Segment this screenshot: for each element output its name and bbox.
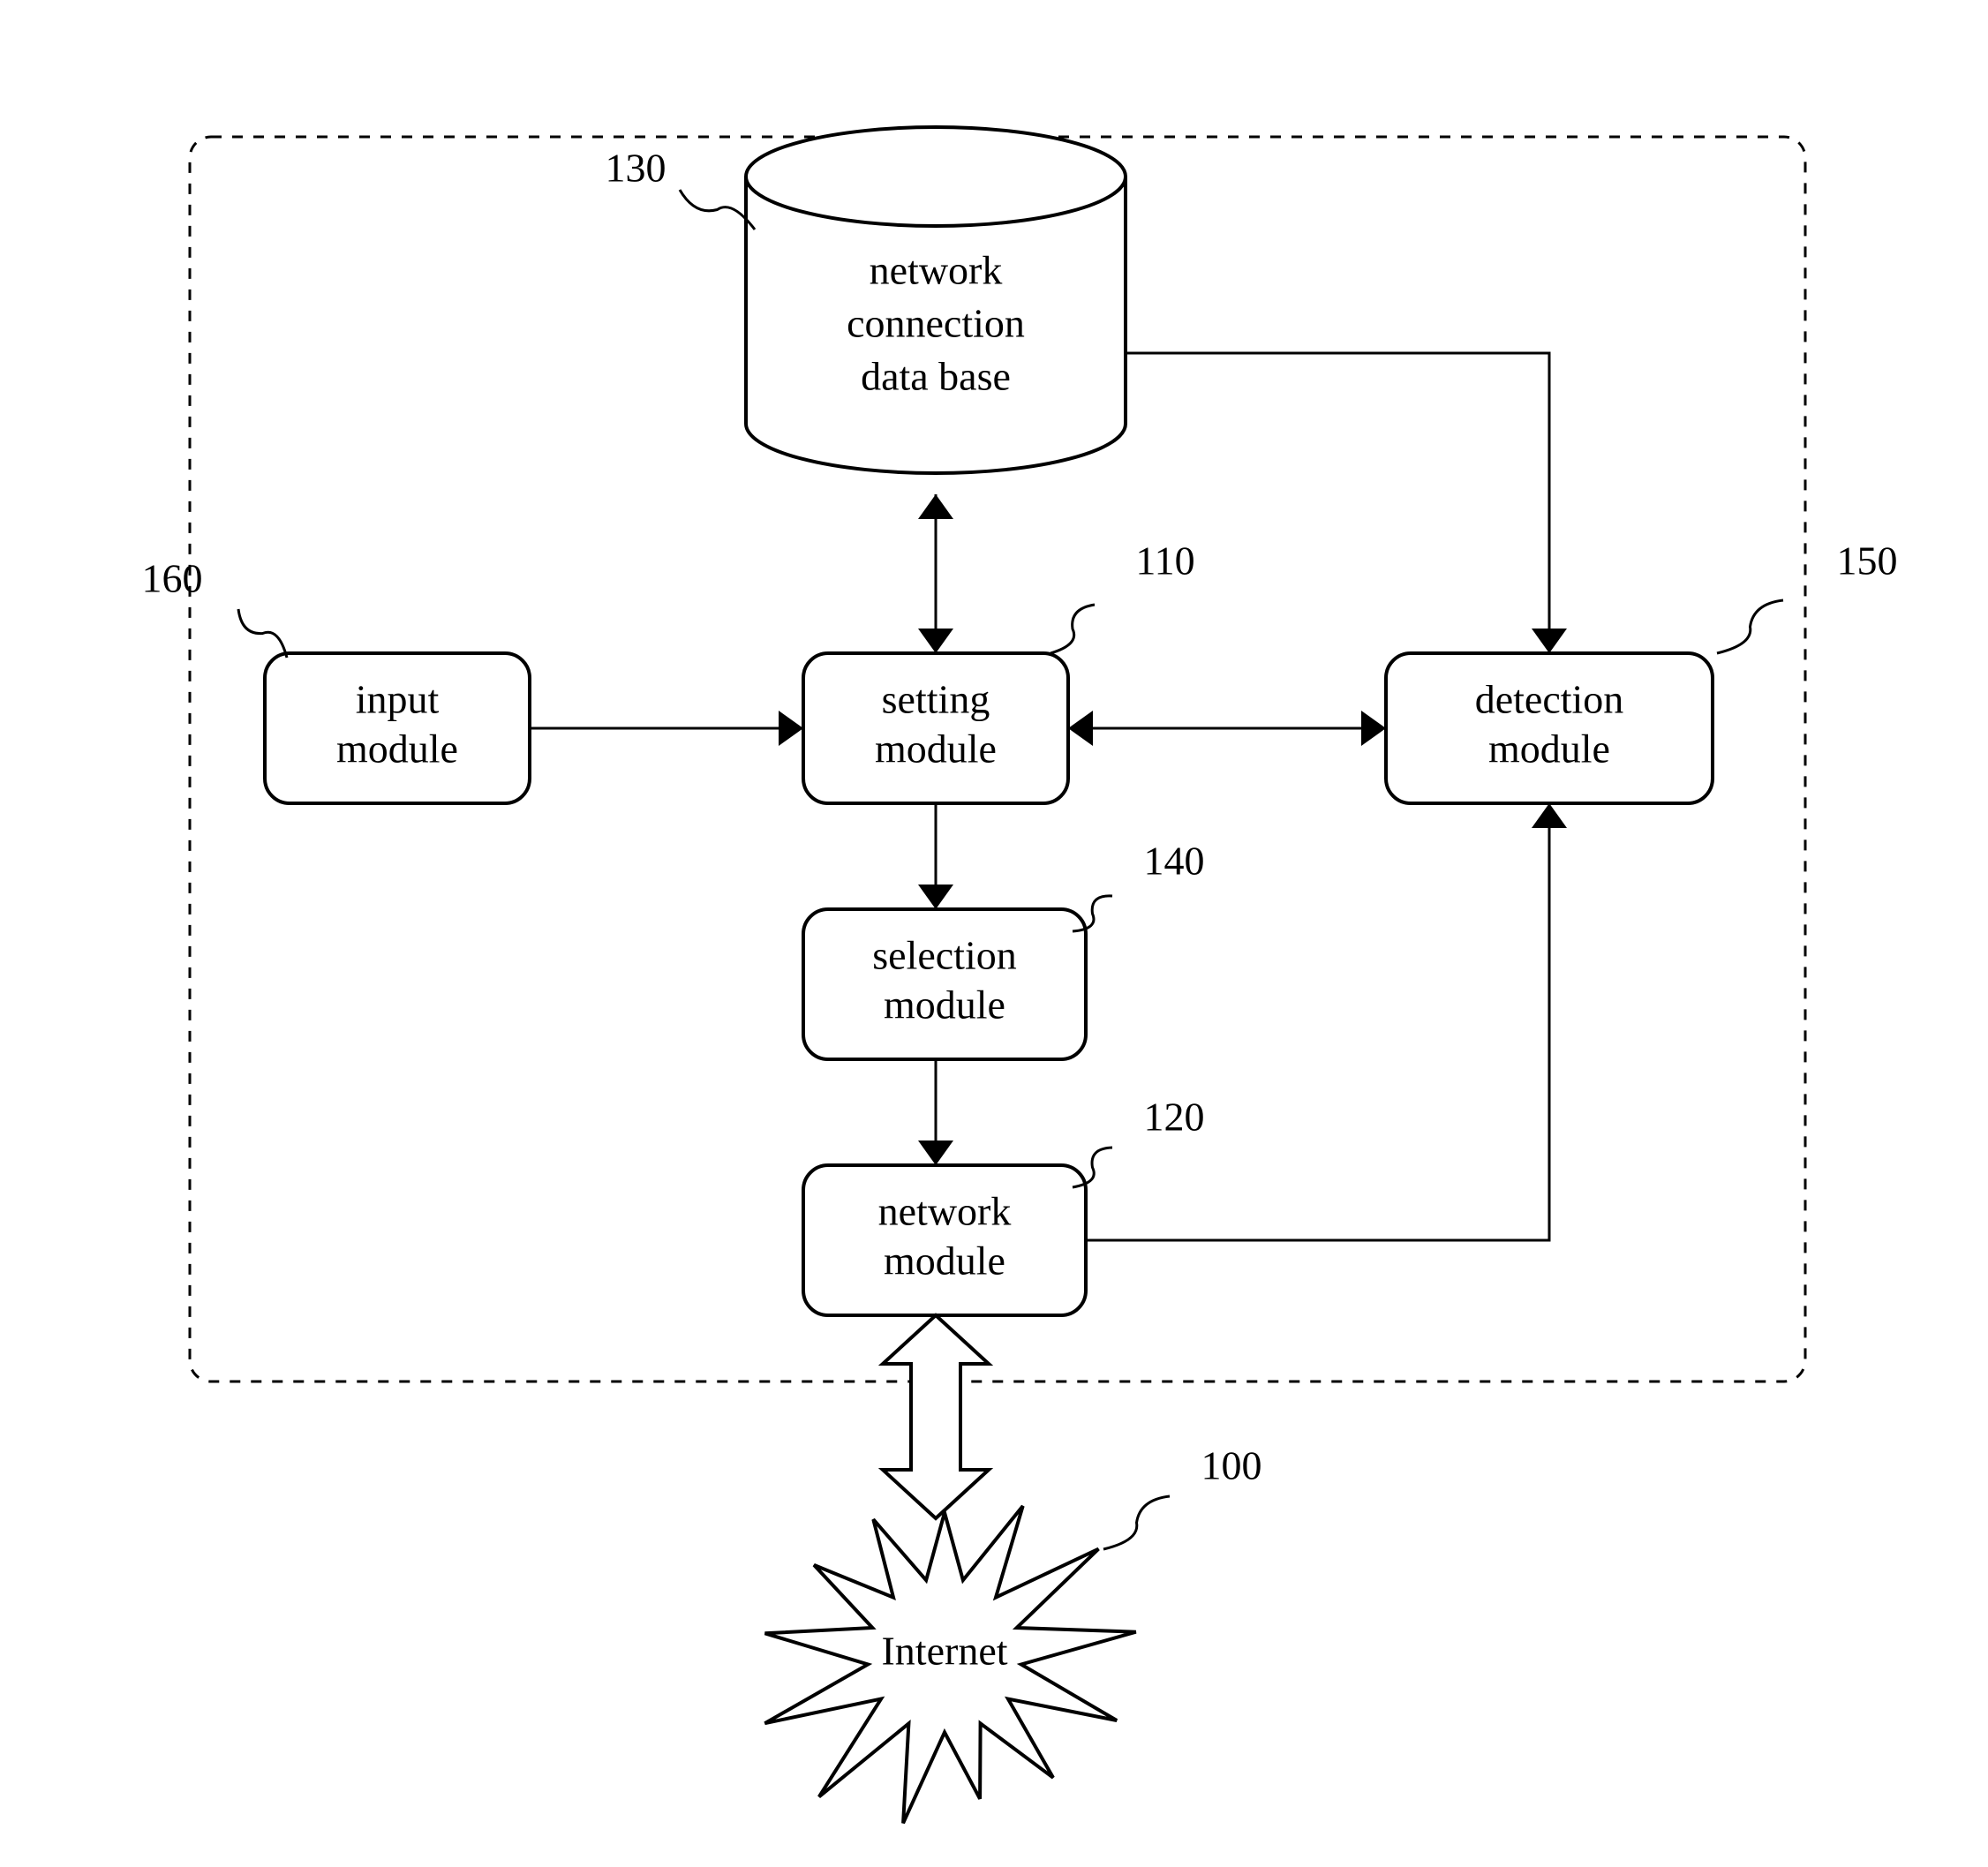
reference-number: 160 (142, 556, 203, 601)
node-label: input (356, 677, 440, 722)
reference-number: 120 (1144, 1095, 1205, 1140)
node-network-module: networkmodule (803, 1165, 1086, 1315)
node-input-module: inputmodule (265, 653, 530, 803)
node-label: module (1488, 726, 1610, 772)
node-label: data base (861, 354, 1011, 399)
node-database: network connection data base (746, 127, 1126, 473)
node-setting-module: settingmodule (803, 653, 1068, 803)
node-label: Internet (881, 1629, 1007, 1674)
node-label: network (878, 1189, 1012, 1234)
node-label: module (336, 726, 458, 772)
node-selection-module: selectionmodule (803, 909, 1086, 1059)
node-label: setting (882, 677, 990, 722)
reference-number: 150 (1837, 538, 1898, 583)
node-label: detection (1475, 677, 1624, 722)
reference-number: 130 (606, 146, 666, 191)
node-label: module (884, 982, 1005, 1028)
reference-number: 140 (1144, 839, 1205, 884)
reference-number: 100 (1201, 1443, 1262, 1488)
reference-number: 110 (1135, 538, 1194, 583)
node-label: selection (872, 933, 1017, 978)
node-label: connection (847, 301, 1025, 346)
node-detection-module: detectionmodule (1386, 653, 1713, 803)
node-label: module (875, 726, 997, 772)
node-label: module (884, 1238, 1005, 1284)
node-label: network (870, 248, 1003, 293)
